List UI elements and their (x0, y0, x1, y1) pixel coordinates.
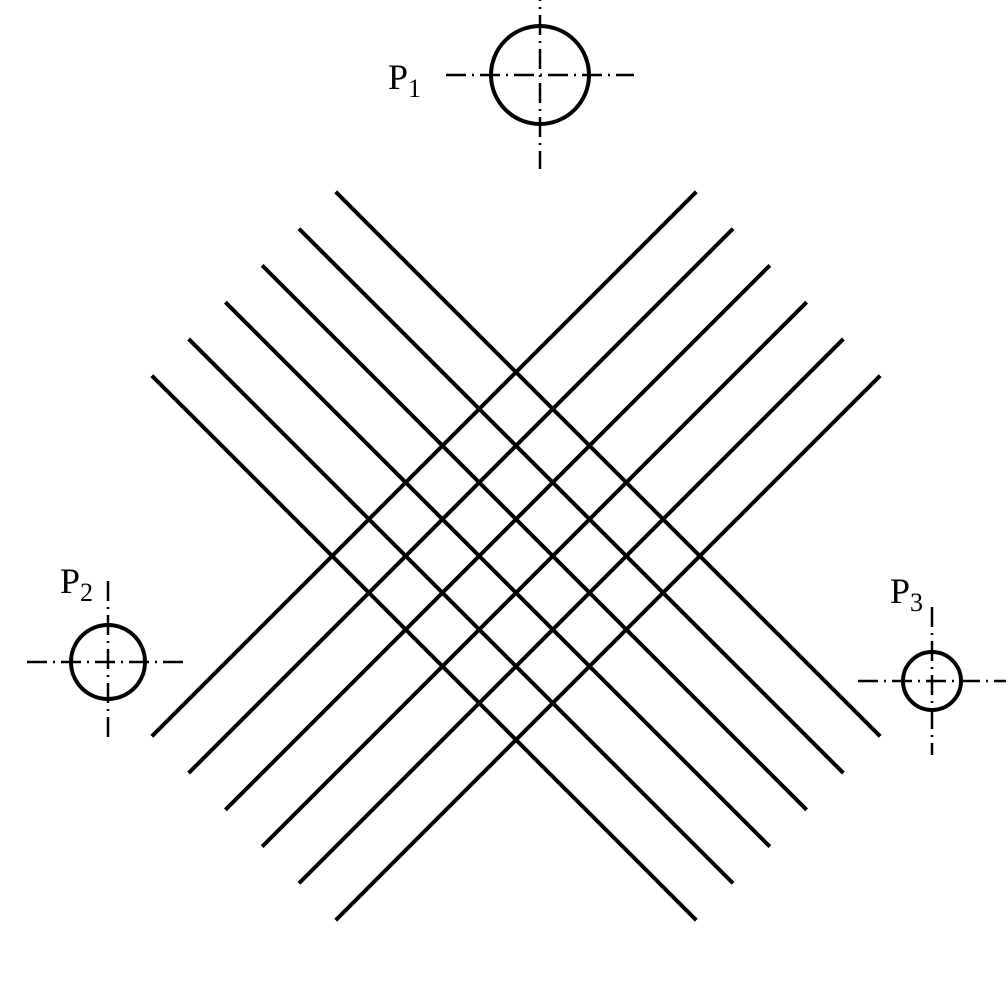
label-P2: P2 (60, 560, 93, 608)
label-base: P (60, 561, 80, 601)
label-sub: 2 (80, 578, 93, 607)
label-P3: P3 (890, 570, 923, 618)
label-sub: 1 (408, 74, 421, 103)
label-base: P (388, 57, 408, 97)
label-sub: 3 (910, 588, 923, 617)
label-P1: P1 (388, 56, 421, 104)
diagram-svg (0, 0, 1008, 992)
label-base: P (890, 571, 910, 611)
